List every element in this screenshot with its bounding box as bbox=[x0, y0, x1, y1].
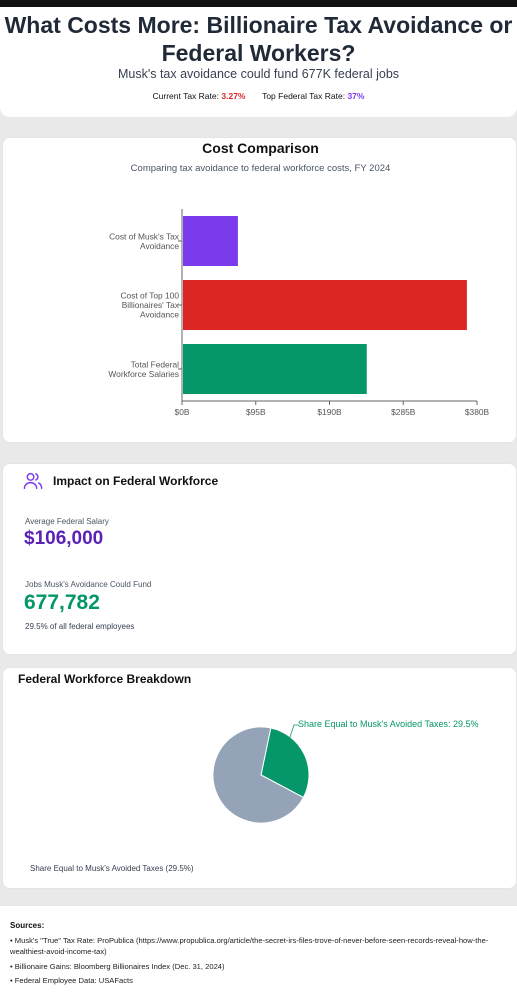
category-label: Total Federal Workforce Salaries bbox=[108, 359, 179, 379]
current-rate-label: Current Tax Rate: bbox=[152, 91, 219, 101]
category-label: Cost of Top 100 Billionaires' Tax Avoidanc… bbox=[120, 291, 179, 320]
jobs-value: 677,782 bbox=[24, 591, 100, 614]
current-rate-value: 3.27% bbox=[221, 91, 246, 101]
salary-label: Average Federal Salary bbox=[25, 517, 109, 526]
source-item: • Musk's "True" Tax Rate: ProPublica (ht… bbox=[10, 936, 489, 956]
impact-card: Impact on Federal Workforce Average Fede… bbox=[2, 463, 517, 655]
pie-legend: Share Equal to Musk's Avoided Taxes (29.… bbox=[30, 864, 194, 873]
impact-title: Impact on Federal Workforce bbox=[53, 474, 219, 488]
page-subtitle: Musk's tax avoidance could fund 677K fed… bbox=[117, 67, 400, 81]
bar bbox=[183, 280, 467, 330]
bar-chart: Cost of Musk's Tax Avoidance Cost of Top 1… bbox=[108, 209, 490, 417]
pie-slice bbox=[212, 726, 305, 824]
jobs-label: Jobs Musk's Avoidance Could Fund bbox=[25, 580, 152, 589]
pie-chart: Share Equal to Musk's Avoided Taxes: 29.… bbox=[212, 719, 479, 824]
impact-header: Impact on Federal Workforce bbox=[23, 472, 218, 490]
header-card: What Costs More: Billionaire Tax Avoidan… bbox=[0, 7, 517, 117]
source-item: • Federal Employee Data: USAFacts bbox=[10, 976, 133, 985]
page-title: What Costs More: Billionaire Tax Avoidan… bbox=[4, 12, 513, 66]
workforce-breakdown-card: Federal Workforce Breakdown Share Equal … bbox=[2, 667, 517, 889]
x-tick-label: $285B bbox=[391, 407, 416, 417]
slice-label: Share Equal to Musk's Avoided Taxes: 29.… bbox=[298, 719, 479, 729]
top-bar bbox=[0, 0, 517, 7]
jobs-percent: 29.5% of all federal employees bbox=[25, 622, 135, 631]
cost-comparison-card: Cost Comparison Comparing tax avoidance … bbox=[2, 137, 517, 443]
x-tick-label: $0B bbox=[175, 407, 190, 417]
sources-title: Sources: bbox=[10, 921, 45, 930]
chart-subtitle: Comparing tax avoidance to federal workf… bbox=[130, 163, 391, 174]
users-icon bbox=[23, 472, 43, 490]
pie-slice bbox=[260, 727, 310, 799]
source-item: • Billionaire Gains: Bloomberg Billionai… bbox=[10, 962, 225, 971]
slice-label-line bbox=[288, 724, 299, 741]
x-tick-label: $95B bbox=[246, 407, 266, 417]
category-label: Cost of Musk's Tax Avoidance bbox=[109, 231, 180, 251]
chart-title: Cost Comparison bbox=[202, 140, 319, 156]
sources-section: Sources: • Musk's "True" Tax Rate: ProPu… bbox=[0, 906, 517, 1000]
tax-rates: Current Tax Rate: 3.27% Top Federal Tax … bbox=[0, 91, 517, 101]
x-tick-label: $190B bbox=[317, 407, 342, 417]
x-tick-label: $380B bbox=[465, 407, 490, 417]
top-rate-value: 37% bbox=[347, 91, 365, 101]
bar bbox=[183, 344, 367, 394]
top-rate-label: Top Federal Tax Rate: bbox=[262, 91, 346, 101]
salary-value: $106,000 bbox=[24, 528, 104, 549]
bar bbox=[183, 216, 238, 266]
pie-title: Federal Workforce Breakdown bbox=[18, 672, 192, 686]
